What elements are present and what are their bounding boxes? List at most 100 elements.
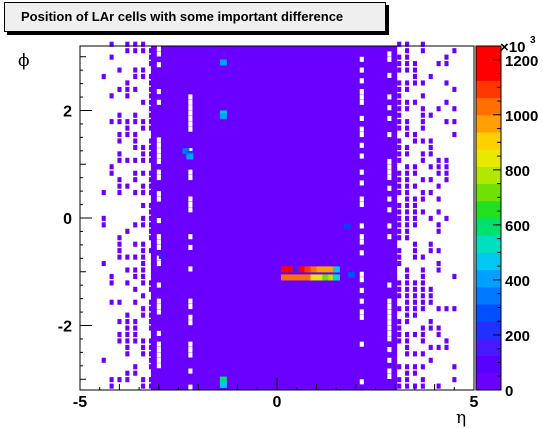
heatmap-cell-gap bbox=[188, 175, 193, 181]
heatmap-cell-outer bbox=[420, 331, 425, 338]
heatmap-cell-outer bbox=[444, 338, 449, 344]
heatmap-cell-outer bbox=[420, 190, 425, 196]
heatmap-cell-outer bbox=[141, 157, 146, 163]
heatmap-cell-outer bbox=[148, 235, 154, 241]
heatmap-cell-outer bbox=[405, 215, 410, 221]
heatmap-cell-gap bbox=[359, 239, 364, 245]
heatmap-cell-highlight bbox=[182, 148, 190, 155]
heatmap-cell-outer bbox=[405, 222, 410, 228]
heatmap-cell-gap bbox=[387, 207, 392, 213]
heatmap-cell-gap bbox=[359, 341, 364, 347]
color-scale-segment bbox=[476, 80, 501, 99]
heatmap-cell-gap bbox=[188, 121, 193, 127]
heatmap-cell-outer bbox=[117, 248, 122, 254]
heatmap-cell-outer bbox=[133, 222, 138, 228]
heatmap-cell-outer bbox=[141, 41, 146, 47]
color-scale-label: 400 bbox=[505, 273, 530, 290]
heatmap-cell-outer bbox=[452, 119, 457, 125]
heatmap-cell-outer bbox=[452, 377, 457, 383]
color-scale-segment bbox=[476, 114, 501, 133]
heatmap-cell-outer bbox=[444, 119, 449, 125]
heatmap-cell-outer bbox=[436, 248, 441, 254]
heatmap-cell-gap bbox=[156, 261, 161, 267]
heatmap-cell-gap bbox=[359, 379, 364, 385]
heatmap-cell-outer bbox=[420, 196, 425, 202]
heatmap-cell-outer bbox=[436, 344, 441, 350]
heatmap-cell-gap bbox=[359, 89, 364, 95]
heatmap-cell-outer bbox=[125, 132, 130, 138]
heatmap-cell-gap bbox=[188, 341, 193, 347]
heatmap-cell-outer bbox=[117, 177, 122, 183]
heatmap-cell-outer bbox=[397, 377, 402, 383]
heatmap-cell-outer bbox=[397, 125, 402, 131]
heatmap-cell-outer bbox=[141, 280, 146, 286]
heatmap-cell-gap bbox=[188, 169, 193, 175]
heatmap-cell-gap bbox=[359, 99, 364, 105]
heatmap-cell-outer bbox=[405, 61, 410, 67]
heatmap-cell-outer bbox=[133, 177, 138, 183]
color-scale-segment bbox=[476, 304, 501, 322]
heatmap-cell-gap bbox=[387, 325, 392, 331]
heatmap-cell-outer bbox=[117, 157, 122, 163]
color-scale-segment bbox=[476, 269, 501, 288]
heatmap-cell-highlight bbox=[292, 266, 300, 273]
color-scale-segment bbox=[476, 200, 501, 219]
heatmap-cell-outer bbox=[405, 286, 410, 292]
heatmap-cell-highlight bbox=[186, 153, 194, 160]
x-tick-label: 0 bbox=[273, 394, 282, 411]
heatmap-cell-outer bbox=[125, 331, 130, 338]
heatmap-cell-outer bbox=[436, 261, 441, 267]
heatmap-cell-outer bbox=[444, 99, 449, 105]
heatmap-cell-outer bbox=[148, 209, 154, 215]
heatmap-cell-gap bbox=[359, 78, 364, 84]
heatmap-cell-gap bbox=[156, 158, 161, 164]
heatmap-cell-outer bbox=[397, 235, 402, 241]
heatmap-cell-outer bbox=[436, 183, 441, 189]
heatmap-cell-outer bbox=[420, 286, 425, 292]
heatmap-cell-outer bbox=[428, 73, 433, 80]
heatmap-cell-gap bbox=[387, 164, 392, 170]
heatmap-cell-outer bbox=[148, 48, 154, 54]
heatmap-cell-outer bbox=[412, 61, 418, 67]
heatmap-cell-outer bbox=[444, 215, 449, 221]
heatmap-cell-outer bbox=[428, 151, 433, 157]
heatmap-cell-outer bbox=[148, 222, 154, 228]
heatmap-cell-gap bbox=[387, 336, 392, 342]
heatmap-cell-outer bbox=[397, 138, 402, 144]
heatmap-cell-outer bbox=[133, 299, 138, 305]
heatmap-cell-outer bbox=[101, 215, 106, 221]
heatmap-cell-outer bbox=[405, 331, 410, 338]
heatmap-cell-outer bbox=[125, 183, 130, 189]
heatmap-cell-outer bbox=[420, 138, 425, 144]
color-scale-label: 200 bbox=[505, 328, 530, 345]
heatmap-cell-outer bbox=[444, 61, 449, 67]
heatmap-cell-outer bbox=[125, 80, 130, 86]
heatmap-cell-outer bbox=[397, 306, 402, 312]
heatmap-cell-outer bbox=[133, 190, 138, 196]
heatmap-cell-highlight bbox=[280, 266, 288, 273]
heatmap-cell-outer bbox=[148, 306, 154, 312]
heatmap-cell-outer bbox=[412, 280, 418, 286]
heatmap-cell-gap bbox=[359, 314, 364, 320]
heatmap-cell-outer bbox=[125, 48, 130, 54]
heatmap-cell-outer bbox=[101, 357, 106, 363]
heatmap-cell-outer bbox=[148, 351, 154, 357]
heatmap-cell-outer bbox=[133, 157, 138, 163]
heatmap-cell-outer bbox=[428, 293, 433, 299]
heatmap-cell-outer bbox=[412, 286, 418, 292]
heatmap-cell-outer bbox=[133, 144, 138, 150]
heatmap-cell-outer bbox=[420, 41, 425, 47]
heatmap-cell-outer bbox=[397, 119, 402, 125]
heatmap-cell-outer bbox=[397, 280, 402, 286]
heatmap-cell-outer bbox=[436, 61, 441, 67]
heatmap-cell-gap bbox=[156, 234, 161, 240]
heatmap-cell-outer bbox=[125, 119, 130, 125]
heatmap-cell-outer bbox=[148, 280, 154, 286]
heatmap-cell-outer bbox=[148, 338, 154, 344]
heatmap-cell-gap bbox=[387, 105, 392, 111]
heatmap-cell-outer bbox=[117, 254, 122, 260]
color-scale-segment bbox=[476, 252, 501, 271]
heatmap-cell-outer bbox=[412, 202, 418, 209]
heatmap-cell-outer bbox=[428, 112, 433, 118]
heatmap-cell-outer bbox=[109, 383, 114, 389]
